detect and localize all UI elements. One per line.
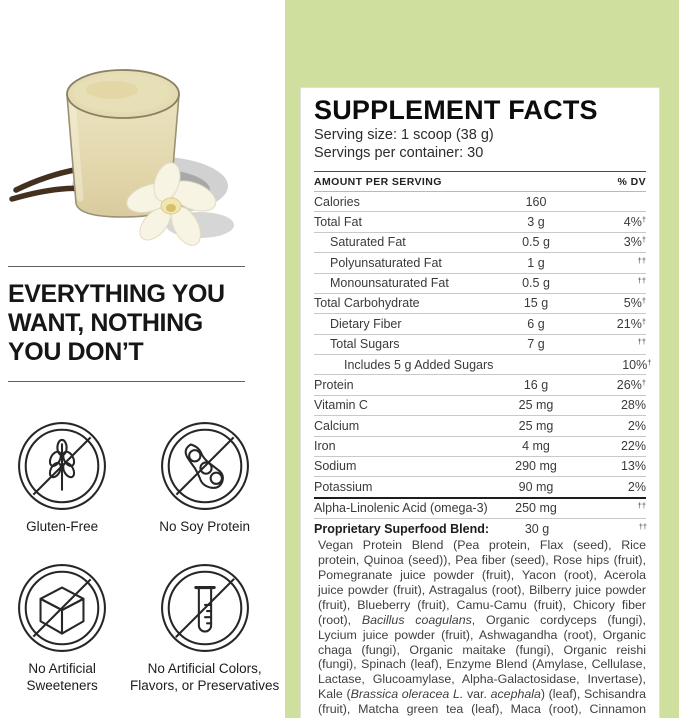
nutrient-dv: 22% xyxy=(620,439,646,454)
nutrient-dv: 21%† xyxy=(616,316,646,331)
nutrient-name: Potassium xyxy=(314,479,373,494)
nutrient-dv: †† xyxy=(637,337,646,347)
nutrient-amount: 4 mg xyxy=(522,439,550,454)
nutrient-name: Monounsaturated Fat xyxy=(330,276,449,291)
nutrient-name: Polyunsaturated Fat xyxy=(330,255,442,270)
nutrient-dv: 26%† xyxy=(616,377,646,392)
no-artificial-colors-icon xyxy=(160,563,249,652)
nutrient-name: Saturated Fat xyxy=(330,235,406,250)
table-row: Total Sugars 7 g †† xyxy=(314,333,646,354)
facts-title: SUPPLEMENT FACTS xyxy=(314,95,598,125)
nutrient-name: Proprietary Superfood Blend: xyxy=(314,521,490,536)
amount-per-serving-label: AMOUNT PER SERVING xyxy=(314,176,442,189)
nutrient-dv: 3%† xyxy=(623,235,646,250)
percent-dv-label: % DV xyxy=(617,176,646,189)
nutrient-amount: 250 mg xyxy=(515,501,557,516)
nutrient-name: Calories xyxy=(314,194,360,209)
nutrient-dv: †† xyxy=(637,255,646,265)
nutrient-amount: 7 g xyxy=(527,337,545,352)
headline-block: EVERYTHING YOU WANT, NOTHING YOU DON’T xyxy=(8,266,248,382)
left-column: EVERYTHING YOU WANT, NOTHING YOU DON’T xyxy=(0,0,285,718)
table-row: Includes 5 g Added Sugars 10%† xyxy=(314,354,651,374)
table-row: Proprietary Superfood Blend: 30 g †† xyxy=(314,518,648,538)
nutrient-amount: 15 g xyxy=(523,296,549,311)
nutrient-amount: 30 g xyxy=(524,521,550,536)
nutrient-name: Protein xyxy=(314,377,354,392)
nutrient-name: Alpha-Linolenic Acid (omega-3) xyxy=(314,501,488,516)
badge-label: No Soy Protein xyxy=(159,519,251,534)
claim-badges: Gluten-Free No Soy Protein xyxy=(0,420,285,695)
table-row: Calories 160 xyxy=(314,192,646,211)
headline: EVERYTHING YOU WANT, NOTHING YOU DON’T xyxy=(8,280,225,366)
vanilla-orchid-flower xyxy=(126,162,234,246)
nutrient-name: Iron xyxy=(314,439,336,454)
table-row: Vitamin C 25 mg 28% xyxy=(314,394,646,415)
facts-rows: Calories 160 Total Fat 3 g 4%† Saturated Fat 0… xyxy=(314,192,651,538)
table-row: Monounsaturated Fat 0.5 g †† xyxy=(314,272,646,293)
nutrient-dv: †† xyxy=(638,521,648,531)
serving-size: Serving size: 1 scoop (38 g) xyxy=(314,126,494,143)
table-row: Polyunsaturated Fat 1 g †† xyxy=(314,252,646,272)
facts-header-row: AMOUNT PER SERVING % DV xyxy=(314,171,646,193)
ingredients-text: Vegan Protein Blend (Pea protein, Flax (… xyxy=(318,538,646,718)
nutrient-amount: 90 mg xyxy=(518,479,554,494)
nutrient-name: Total Carbohydrate xyxy=(314,296,420,311)
nutrient-amount: 290 mg xyxy=(515,459,557,474)
table-row: Sodium 290 mg 13% xyxy=(314,455,646,476)
no-gluten-icon xyxy=(18,422,107,510)
table-row: Potassium 90 mg 2% xyxy=(314,476,646,496)
table-row: Dietary Fiber 6 g 21%† xyxy=(314,313,646,333)
badge-no-artificial-sweeteners: No Artificial Sweeteners xyxy=(0,562,124,695)
nutrient-dv: 5%† xyxy=(623,296,646,311)
badge-label: No Artificial Sweeteners xyxy=(26,660,98,693)
table-row: Calcium 25 mg 2% xyxy=(314,415,646,435)
nutrient-name: Total Fat xyxy=(314,214,362,229)
badge-label: Gluten-Free xyxy=(26,519,99,534)
nutrient-amount: 25 mg xyxy=(518,418,554,433)
no-soy-icon xyxy=(160,422,249,510)
nutrient-dv: †† xyxy=(637,501,646,511)
table-row: Saturated Fat 0.5 g 3%† xyxy=(314,231,646,252)
nutrient-name: Sodium xyxy=(314,459,357,474)
nutrient-dv: 28% xyxy=(620,398,646,413)
nutrient-name: Dietary Fiber xyxy=(330,316,402,331)
badge-no-artificial-colors: No Artificial Colors, Flavors, or Preser… xyxy=(124,562,285,695)
nutrient-name: Calcium xyxy=(314,418,360,433)
table-row: Total Carbohydrate 15 g 5%† xyxy=(314,292,646,313)
nutrient-dv: 10%† xyxy=(622,357,652,372)
nutrient-dv: 4%† xyxy=(623,214,646,229)
headline-rule-top xyxy=(8,266,245,267)
nutrient-dv: 13% xyxy=(620,459,646,474)
nutrient-dv: 2% xyxy=(627,418,646,433)
nutrient-amount: 16 g xyxy=(523,377,549,392)
table-row: Alpha-Linolenic Acid (omega-3) 250 mg †† xyxy=(314,496,646,518)
nutrient-amount: 160 xyxy=(525,194,547,209)
nutrient-amount: 6 g xyxy=(527,316,545,331)
nutrient-name: Vitamin C xyxy=(314,398,368,413)
nutrient-amount: 3 g xyxy=(527,214,545,229)
nutrient-name: Total Sugars xyxy=(330,337,400,352)
table-row: Iron 4 mg 22% xyxy=(314,435,646,456)
green-panel: SUPPLEMENT FACTS Serving size: 1 scoop (… xyxy=(285,0,679,718)
nutrient-name: Includes 5 g Added Sugars xyxy=(344,357,494,372)
nutrient-amount: 0.5 g xyxy=(522,276,550,291)
badge-no-soy: No Soy Protein xyxy=(124,420,285,536)
nutrient-amount: 0.5 g xyxy=(522,235,550,250)
nutrient-dv: 2% xyxy=(627,479,646,494)
badge-gluten-free: Gluten-Free xyxy=(0,420,124,536)
smoothie-photo xyxy=(9,69,234,246)
nutrient-dv: †† xyxy=(637,276,646,286)
nutrient-amount: 1 g xyxy=(527,255,545,270)
servings-per-container: Servings per container: 30 xyxy=(314,145,484,162)
no-artificial-sweeteners-icon xyxy=(18,563,107,652)
table-row: Protein 16 g 26%† xyxy=(314,374,646,394)
supplement-facts-card: SUPPLEMENT FACTS Serving size: 1 scoop (… xyxy=(300,87,660,718)
badge-label: No Artificial Colors, Flavors, or Preser… xyxy=(129,660,280,693)
nutrient-amount: 25 mg xyxy=(518,398,554,413)
table-row: Total Fat 3 g 4%† xyxy=(314,211,646,231)
headline-rule-bottom xyxy=(8,381,245,382)
